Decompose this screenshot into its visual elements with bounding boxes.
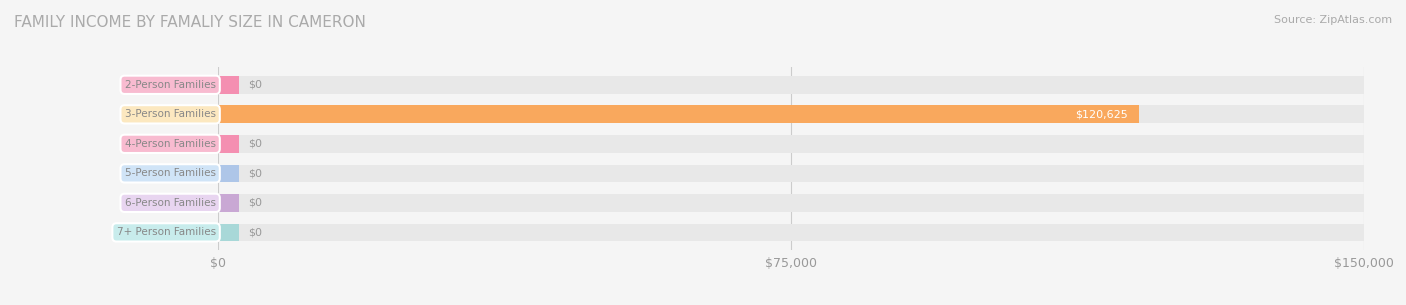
Bar (218, 135, 239, 153)
Bar (218, 224, 239, 241)
Text: FAMILY INCOME BY FAMALIY SIZE IN CAMERON: FAMILY INCOME BY FAMALIY SIZE IN CAMERON (14, 15, 366, 30)
Text: $120,625: $120,625 (1076, 109, 1128, 119)
Bar (218, 164, 1364, 182)
Text: Source: ZipAtlas.com: Source: ZipAtlas.com (1274, 15, 1392, 25)
Text: 5-Person Families: 5-Person Families (125, 168, 215, 178)
Text: 2-Person Families: 2-Person Families (125, 80, 215, 90)
Text: $0: $0 (247, 80, 262, 90)
Text: $0: $0 (247, 228, 262, 237)
Bar (218, 106, 1139, 123)
Text: $0: $0 (247, 139, 262, 149)
Text: 3-Person Families: 3-Person Families (125, 109, 215, 119)
Bar (218, 135, 1364, 153)
Bar (218, 164, 239, 182)
Bar (218, 224, 1364, 241)
Bar (218, 106, 1364, 123)
Text: $0: $0 (247, 198, 262, 208)
Bar (218, 76, 239, 94)
Bar (218, 76, 1364, 94)
Text: 6-Person Families: 6-Person Families (125, 198, 215, 208)
Text: 7+ Person Families: 7+ Person Families (117, 228, 215, 237)
Text: $0: $0 (247, 168, 262, 178)
Text: 4-Person Families: 4-Person Families (125, 139, 215, 149)
Bar (218, 194, 1364, 212)
Bar (218, 194, 239, 212)
